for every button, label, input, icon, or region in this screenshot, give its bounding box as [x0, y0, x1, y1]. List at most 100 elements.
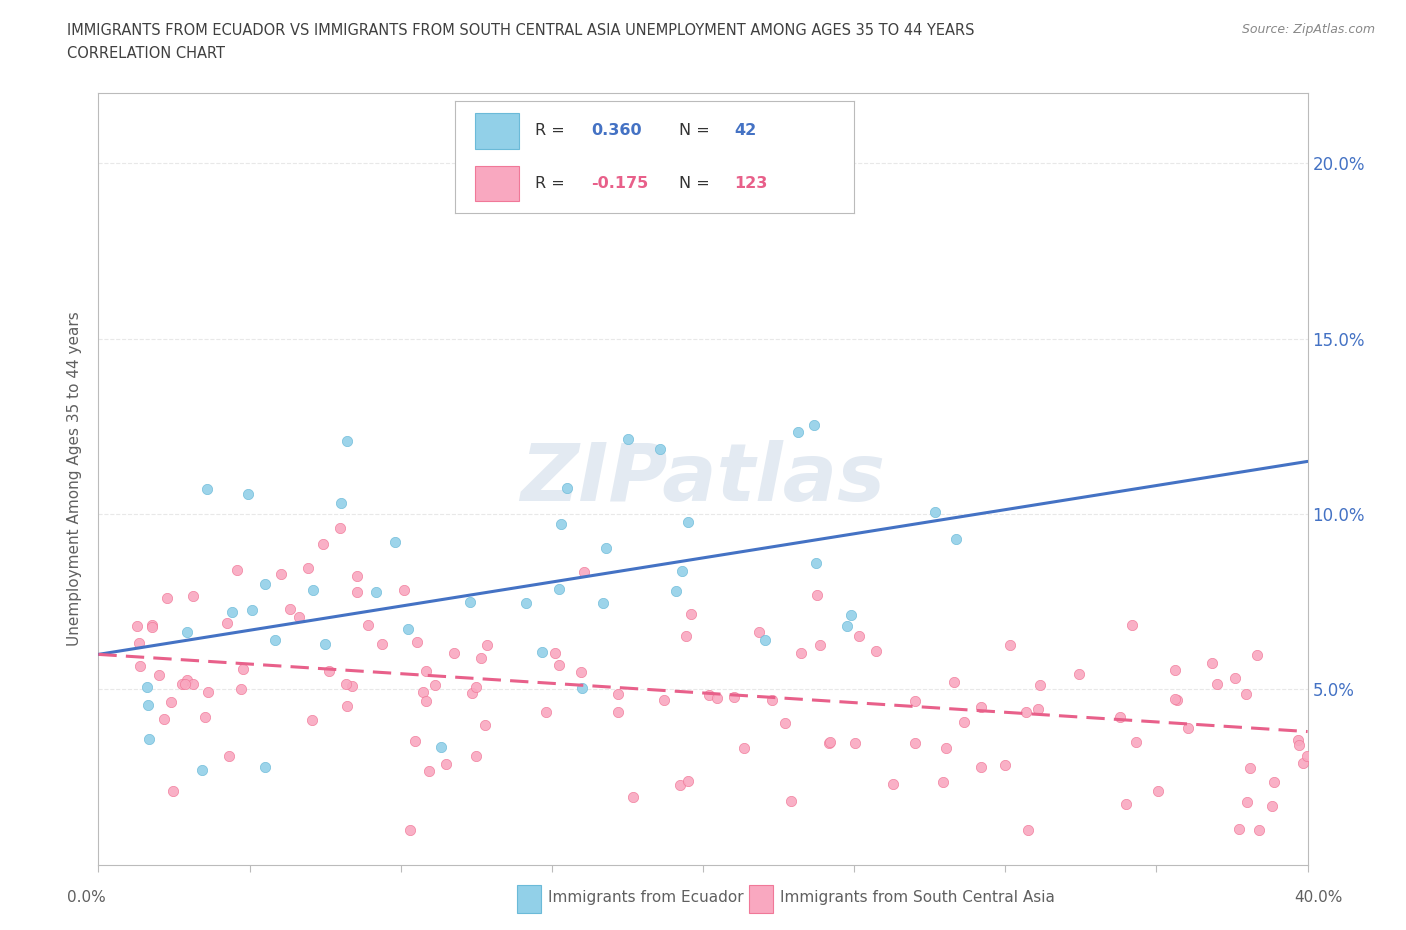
- Point: [399, 822, 422, 837]
- Point: [723, 689, 745, 704]
- Point: [1146, 784, 1168, 799]
- Point: [1206, 676, 1229, 691]
- Point: [754, 632, 776, 647]
- Point: [924, 505, 946, 520]
- Point: [806, 587, 828, 602]
- Point: [555, 480, 578, 495]
- Point: [945, 532, 967, 547]
- Point: [329, 520, 352, 535]
- Point: [1288, 737, 1310, 752]
- Point: [837, 618, 859, 633]
- Point: [616, 432, 638, 446]
- Y-axis label: Unemployment Among Ages 35 to 44 years: Unemployment Among Ages 35 to 44 years: [67, 312, 83, 646]
- Point: [592, 596, 614, 611]
- Point: [818, 736, 841, 751]
- Point: [141, 620, 163, 635]
- Point: [461, 685, 484, 700]
- Point: [571, 681, 593, 696]
- Point: [904, 736, 927, 751]
- Point: [1164, 663, 1187, 678]
- Point: [572, 565, 595, 579]
- Point: [942, 674, 965, 689]
- Point: [396, 621, 419, 636]
- Text: CORRELATION CHART: CORRELATION CHART: [67, 46, 225, 61]
- Point: [1015, 704, 1038, 719]
- Point: [138, 732, 160, 747]
- Point: [1067, 667, 1090, 682]
- Point: [418, 764, 440, 778]
- Point: [232, 662, 254, 677]
- Point: [550, 516, 572, 531]
- Point: [1286, 732, 1309, 747]
- Point: [697, 688, 720, 703]
- Point: [297, 561, 319, 576]
- Point: [136, 698, 159, 712]
- Point: [423, 678, 446, 693]
- Bar: [749, 885, 773, 913]
- Point: [994, 757, 1017, 772]
- Point: [678, 773, 700, 788]
- Point: [841, 608, 863, 623]
- Point: [236, 486, 259, 501]
- Point: [932, 775, 955, 790]
- Point: [607, 705, 630, 720]
- Point: [650, 441, 672, 456]
- Point: [474, 718, 496, 733]
- Point: [225, 563, 247, 578]
- Point: [342, 679, 364, 694]
- Point: [1201, 656, 1223, 671]
- Point: [366, 584, 388, 599]
- Point: [128, 636, 150, 651]
- Point: [464, 680, 486, 695]
- Point: [229, 682, 252, 697]
- Point: [1026, 702, 1049, 717]
- Point: [221, 604, 243, 619]
- Point: [190, 763, 212, 777]
- Point: [183, 677, 205, 692]
- Point: [548, 581, 571, 596]
- Point: [1121, 618, 1143, 632]
- Point: [970, 700, 993, 715]
- Point: [335, 677, 357, 692]
- Point: [155, 591, 177, 605]
- Point: [253, 577, 276, 591]
- Point: [270, 566, 292, 581]
- Bar: [517, 885, 541, 913]
- Text: IMMIGRANTS FROM ECUADOR VS IMMIGRANTS FROM SOUTH CENTRAL ASIA UNEMPLOYMENT AMONG: IMMIGRANTS FROM ECUADOR VS IMMIGRANTS FR…: [67, 23, 974, 38]
- Point: [412, 684, 434, 699]
- Point: [706, 691, 728, 706]
- Point: [536, 704, 558, 719]
- Text: 40.0%: 40.0%: [1295, 890, 1343, 905]
- Point: [278, 602, 301, 617]
- Point: [194, 710, 217, 724]
- Point: [748, 624, 770, 639]
- Text: Source: ZipAtlas.com: Source: ZipAtlas.com: [1241, 23, 1375, 36]
- Point: [1109, 710, 1132, 724]
- Point: [1247, 822, 1270, 837]
- Point: [935, 740, 957, 755]
- Point: [676, 514, 699, 529]
- Point: [404, 733, 426, 748]
- Point: [357, 618, 380, 632]
- Point: [865, 644, 887, 658]
- Text: Immigrants from South Central Asia: Immigrants from South Central Asia: [780, 890, 1056, 905]
- Point: [1164, 691, 1187, 706]
- Point: [173, 676, 195, 691]
- Point: [780, 793, 803, 808]
- Point: [125, 618, 148, 633]
- Point: [443, 645, 465, 660]
- Text: ZIPatlas: ZIPatlas: [520, 440, 886, 518]
- Point: [808, 638, 831, 653]
- Point: [318, 664, 340, 679]
- Point: [804, 555, 827, 570]
- Point: [571, 664, 593, 679]
- Point: [761, 693, 783, 708]
- Point: [460, 595, 482, 610]
- Point: [1239, 761, 1261, 776]
- Point: [1263, 774, 1285, 789]
- Point: [531, 644, 554, 659]
- Point: [675, 629, 697, 644]
- Point: [1115, 797, 1137, 812]
- Point: [652, 693, 675, 708]
- Point: [346, 585, 368, 600]
